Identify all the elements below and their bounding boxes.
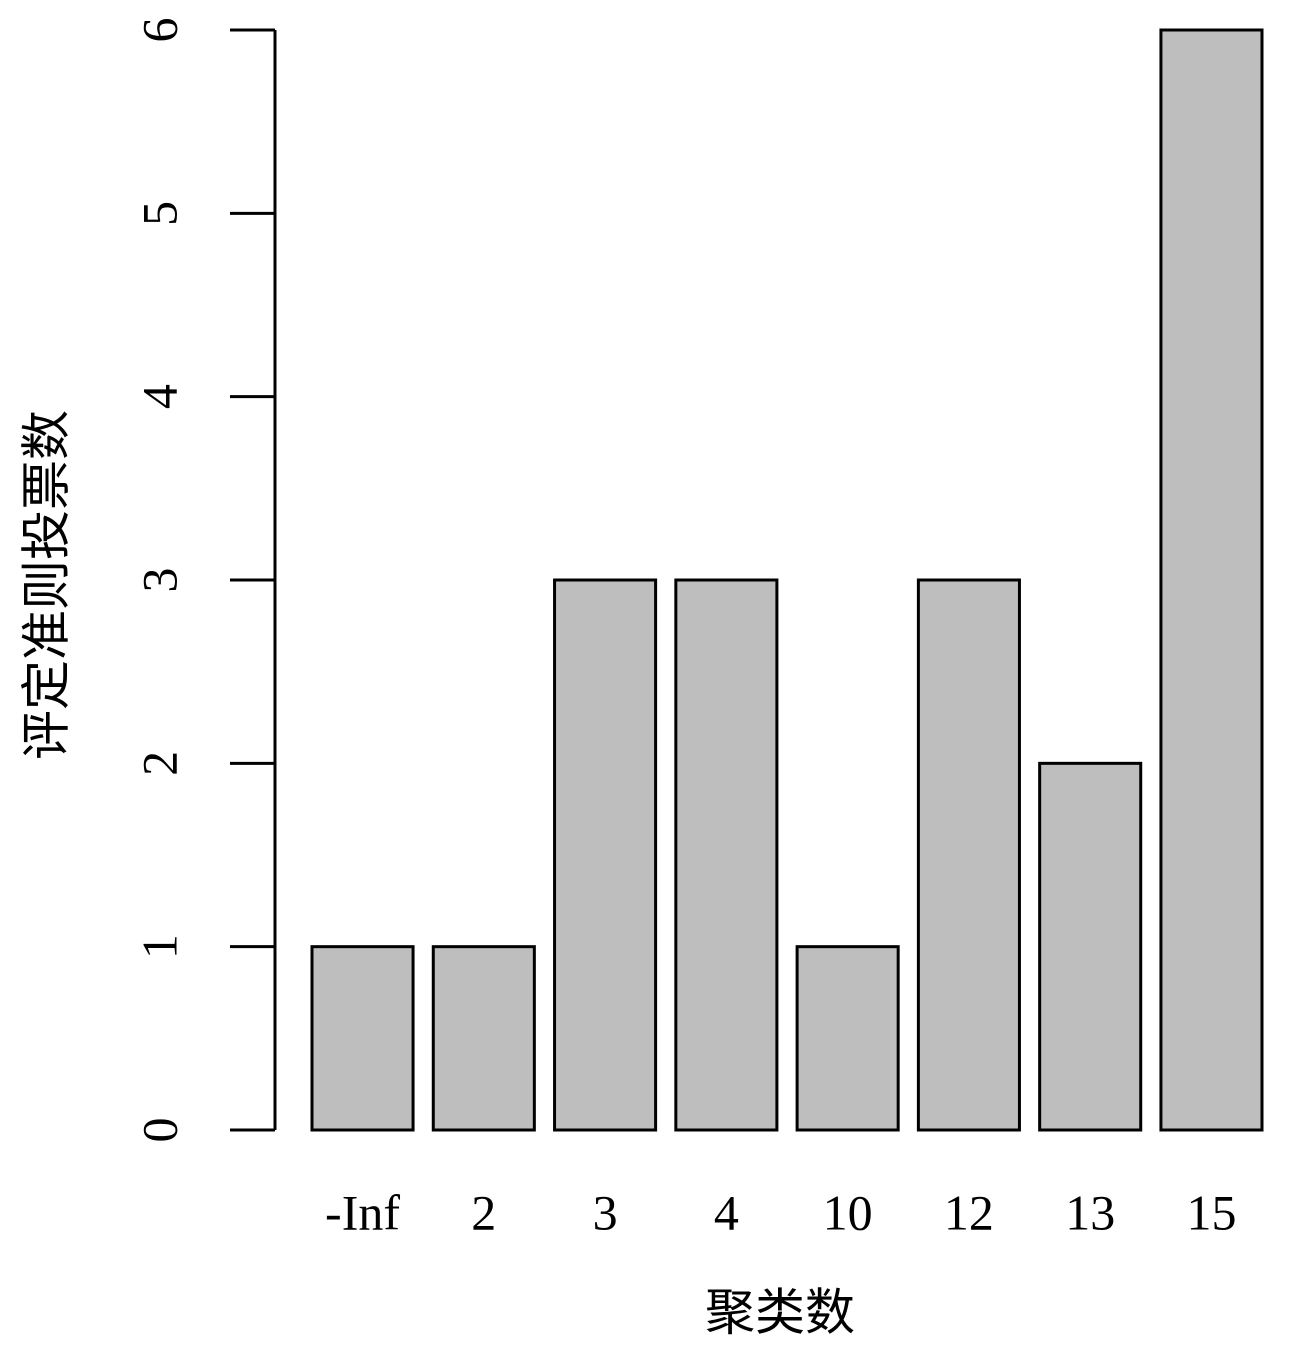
x-tick-label: 3 xyxy=(593,1184,618,1240)
y-tick-label: 1 xyxy=(131,934,187,959)
y-tick-label: 3 xyxy=(131,568,187,593)
y-tick-label: 0 xyxy=(131,1118,187,1143)
x-tick-label: 12 xyxy=(944,1184,994,1240)
x-tick-label: 2 xyxy=(471,1184,496,1240)
bar xyxy=(1159,28,1264,1132)
y-tick-label: 6 xyxy=(131,18,187,43)
bar xyxy=(310,945,415,1132)
x-tick-label: 13 xyxy=(1065,1184,1115,1240)
x-axis-label: 聚类数 xyxy=(705,1284,855,1340)
x-tick-label: -Inf xyxy=(325,1184,400,1240)
x-tick-label: 10 xyxy=(823,1184,873,1240)
bar xyxy=(795,945,900,1132)
y-tick-label: 2 xyxy=(131,751,187,776)
x-tick-label: 4 xyxy=(714,1184,739,1240)
x-tick-label: 15 xyxy=(1186,1184,1236,1240)
y-tick-label: 5 xyxy=(131,201,187,226)
y-tick-label: 4 xyxy=(131,384,187,409)
bar xyxy=(916,578,1021,1132)
bar xyxy=(1038,761,1143,1132)
y-axis-label: 评定准则投票数 xyxy=(18,410,74,760)
bar xyxy=(674,578,779,1132)
bar xyxy=(553,578,658,1132)
bar xyxy=(431,945,536,1132)
